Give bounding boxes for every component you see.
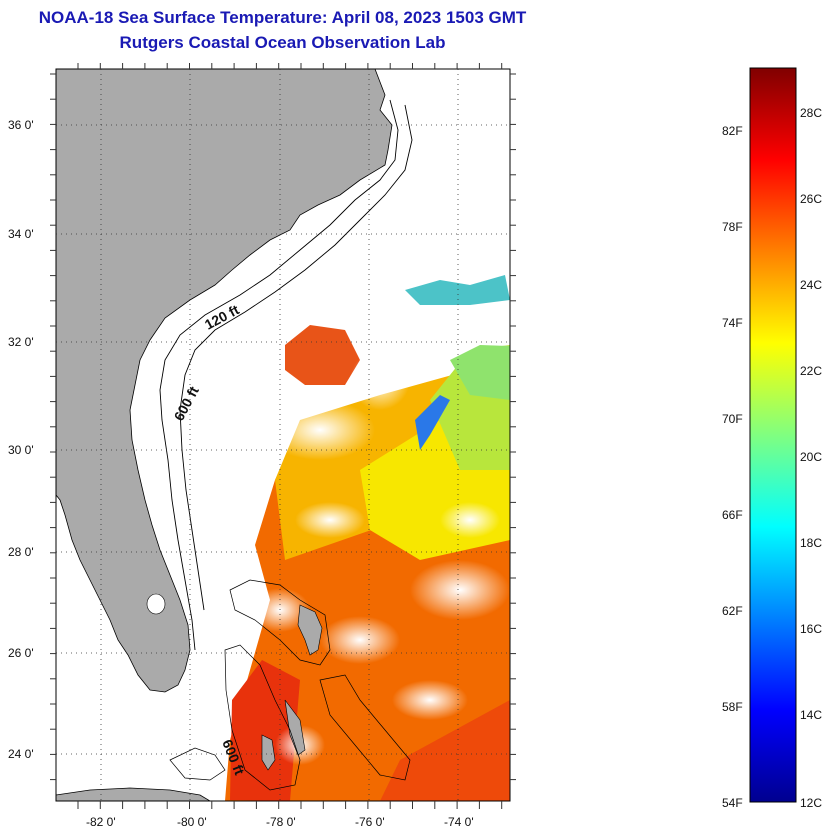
f-label-58: 58F [722, 700, 743, 714]
lon-label-76: -76 0' [355, 815, 385, 829]
contour-label-600ft: 600 ft [171, 383, 202, 423]
lon-label-80: -80 0' [177, 815, 207, 829]
contour-bahamas-2 [224, 644, 301, 791]
lon-label-82: -82 0' [86, 815, 116, 829]
longitude-labels: -82 0' -80 0' -78 0' -76 0' -74 0' [86, 815, 474, 829]
cuba-land [56, 787, 211, 801]
sst-region-north-east [405, 275, 510, 305]
lat-label-34: 34 0' [8, 227, 34, 241]
map-subtitle: Rutgers Coastal Ocean Observation Lab [119, 33, 446, 52]
land-mass [56, 69, 393, 693]
lat-label-30: 30 0' [8, 443, 34, 457]
f-label-66: 66F [722, 508, 743, 522]
graticule [56, 69, 510, 801]
contour-120ft [159, 99, 399, 651]
c-label-22: 22C [800, 364, 822, 378]
frame-ticks [50, 63, 516, 809]
colorbar-gradient [749, 67, 797, 803]
lat-label-36: 36 0' [8, 118, 34, 132]
c-label-24: 24C [800, 278, 822, 292]
sst-region-blue [415, 395, 450, 450]
sst-region-north-patch [285, 325, 360, 385]
f-label-82: 82F [722, 124, 743, 138]
lat-label-26: 26 0' [8, 646, 34, 660]
bahamas-island-1 [297, 604, 323, 656]
sst-region-hot-se [380, 700, 510, 801]
lat-label-28: 28 0' [8, 545, 34, 559]
c-label-18: 18C [800, 536, 822, 550]
sst-field [225, 275, 510, 801]
bahamas-island-3 [284, 699, 306, 756]
map-frame [55, 68, 511, 802]
lat-label-32: 32 0' [8, 335, 34, 349]
c-label-20: 20C [800, 450, 822, 464]
lon-label-74: -74 0' [444, 815, 474, 829]
f-label-74: 74F [722, 316, 743, 330]
c-label-26: 26C [800, 192, 822, 206]
contour-bahamas [229, 579, 331, 666]
contour-bahamas-3 [319, 674, 411, 781]
f-label-54: 54F [722, 796, 743, 810]
map-title: NOAA-18 Sea Surface Temperature: April 0… [38, 8, 527, 27]
lat-label-24: 24 0' [8, 747, 34, 761]
contour-label-120ft: 120 ft [202, 301, 242, 332]
bahamas-island-2 [261, 734, 276, 771]
lon-label-78: -78 0' [266, 815, 296, 829]
contour-600ft [179, 104, 413, 611]
latitude-labels: 36 0' 34 0' 32 0' 30 0' 28 0' 26 0' 24 0… [8, 118, 34, 761]
fahrenheit-scale: 82F 78F 74F 70F 66F 62F 58F 54F [722, 124, 743, 810]
contour-cuba [169, 747, 226, 781]
sst-region-lightgreen [450, 345, 510, 400]
c-label-14: 14C [800, 708, 822, 722]
cloud-mask [250, 350, 510, 765]
lake-okeechobee [146, 593, 166, 615]
temperature-colorbar: 82F 78F 74F 70F 66F 62F 58F 54F 28C 26C … [722, 67, 822, 810]
celsius-scale: 28C 26C 24C 22C 20C 18C 16C 14C 12C [800, 106, 822, 810]
c-label-16: 16C [800, 622, 822, 636]
c-label-12: 12C [800, 796, 822, 810]
f-label-78: 78F [722, 220, 743, 234]
f-label-62: 62F [722, 604, 743, 618]
sst-region-hot [230, 660, 300, 801]
f-label-70: 70F [722, 412, 743, 426]
c-label-28: 28C [800, 106, 822, 120]
